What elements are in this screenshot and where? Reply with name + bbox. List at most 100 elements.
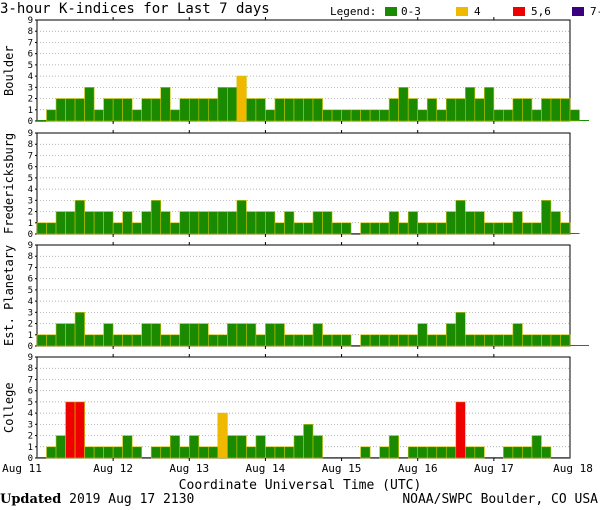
k-index-bar — [179, 211, 190, 235]
chart-title: 3-hour K-indices for Last 7 days — [0, 1, 270, 17]
k-index-bar — [560, 334, 571, 347]
k-index-bar — [236, 323, 247, 347]
k-index-bar — [322, 109, 333, 122]
k-index-bar — [303, 222, 314, 235]
y-tick-label: 0 — [28, 342, 33, 352]
k-index-bar — [426, 222, 438, 235]
k-index-bar — [55, 98, 66, 122]
k-index-bar — [360, 334, 371, 347]
k-index-bar — [74, 401, 85, 459]
k-index-bar — [303, 424, 314, 459]
k-index-bar — [322, 211, 333, 235]
k-index-bar — [198, 446, 209, 459]
k-index-bar — [417, 446, 428, 459]
k-index-bar — [84, 211, 95, 235]
k-index-bar — [265, 109, 276, 122]
x-tick-label: Aug 18 — [553, 462, 593, 475]
legend-swatch-7-9 — [572, 7, 584, 16]
k-index-bar — [465, 211, 476, 235]
k-index-bar — [65, 401, 76, 459]
k-index-bar — [379, 222, 390, 235]
k-index-bar — [179, 98, 190, 122]
k-index-bar — [188, 435, 200, 459]
x-tick-label: Aug 12 — [93, 462, 134, 475]
y-tick-label: 9 — [28, 129, 33, 139]
k-index-bar — [455, 98, 466, 122]
k-index-bar — [122, 211, 133, 235]
k-index-bar — [331, 222, 342, 235]
panel-frame — [36, 244, 571, 347]
k-index-bar — [484, 334, 495, 347]
k-index-bar — [560, 98, 571, 122]
k-index-bar — [541, 98, 552, 122]
k-index-bar — [150, 200, 162, 235]
k-index-bar — [93, 334, 104, 347]
x-axis-title: Coordinate Universal Time (UTC) — [178, 478, 422, 493]
y-tick-label: 0 — [28, 230, 33, 240]
k-index-bar — [407, 211, 419, 235]
y-tick-label: 3 — [28, 420, 33, 430]
k-index-bar — [46, 222, 57, 235]
updated-label: Updated — [0, 492, 62, 507]
k-index-bar — [388, 98, 399, 122]
k-index-bar — [360, 446, 371, 459]
k-index-bar — [436, 109, 447, 122]
station-label: Fredericksburg — [2, 132, 16, 234]
k-index-bar — [179, 323, 190, 347]
k-index-bar — [265, 323, 276, 347]
k-index-bar — [103, 98, 114, 122]
k-index-bar — [493, 222, 504, 235]
k-index-bar — [274, 323, 285, 347]
k-index-bar — [541, 446, 552, 459]
k-index-bar — [227, 323, 238, 347]
k-index-bar — [426, 98, 438, 122]
k-index-bar — [84, 446, 95, 459]
panel-frame — [36, 132, 571, 235]
k-index-bar — [84, 334, 95, 347]
k-index-bar — [274, 98, 285, 122]
k-index-bar — [312, 323, 323, 347]
k-index-bar — [436, 334, 447, 347]
k-index-bar — [246, 323, 257, 347]
k-index-bar — [46, 334, 57, 347]
legend-text-4: 4 — [474, 5, 481, 18]
k-index-bar — [407, 98, 419, 122]
k-index-bar — [303, 98, 314, 122]
k-index-bar — [131, 109, 142, 122]
y-tick-label: 5 — [28, 174, 33, 184]
x-tick-label: Aug 15 — [321, 462, 362, 475]
k-index-bar — [417, 222, 428, 235]
k-index-bar — [236, 200, 247, 235]
k-index-bar — [293, 98, 304, 122]
x-tick-label: Aug 14 — [245, 462, 286, 475]
k-index-bar — [503, 109, 514, 122]
k-index-bar — [265, 211, 276, 235]
y-tick-label: 9 — [28, 241, 33, 251]
k-index-bar — [227, 87, 238, 122]
y-tick-label: 1 — [28, 219, 33, 229]
k-index-bar — [398, 87, 409, 122]
k-index-bar — [141, 98, 152, 122]
k-index-bar — [227, 435, 238, 459]
k-index-bar — [169, 435, 181, 459]
k-index-bar — [103, 211, 114, 235]
k-index-bar — [550, 334, 561, 347]
y-tick-label: 6 — [28, 163, 33, 173]
k-index-bar — [217, 211, 228, 235]
k-index-bar — [122, 98, 133, 122]
k-index-bar — [217, 87, 228, 122]
k-index-bar — [246, 211, 257, 235]
y-tick-label: 2 — [28, 95, 33, 105]
k-index-bar — [388, 435, 399, 459]
k-index-bar — [369, 222, 380, 235]
k-index-bar — [131, 334, 142, 347]
k-index-bar — [112, 98, 123, 122]
k-index-bar — [55, 435, 66, 459]
y-tick-label: 3 — [28, 196, 33, 206]
y-tick-label: 6 — [28, 275, 33, 285]
k-index-bar — [122, 334, 133, 347]
k-index-bar — [407, 446, 419, 459]
y-tick-label: 3 — [28, 83, 33, 93]
k-index-bar — [550, 98, 561, 122]
y-tick-label: 8 — [28, 364, 33, 374]
